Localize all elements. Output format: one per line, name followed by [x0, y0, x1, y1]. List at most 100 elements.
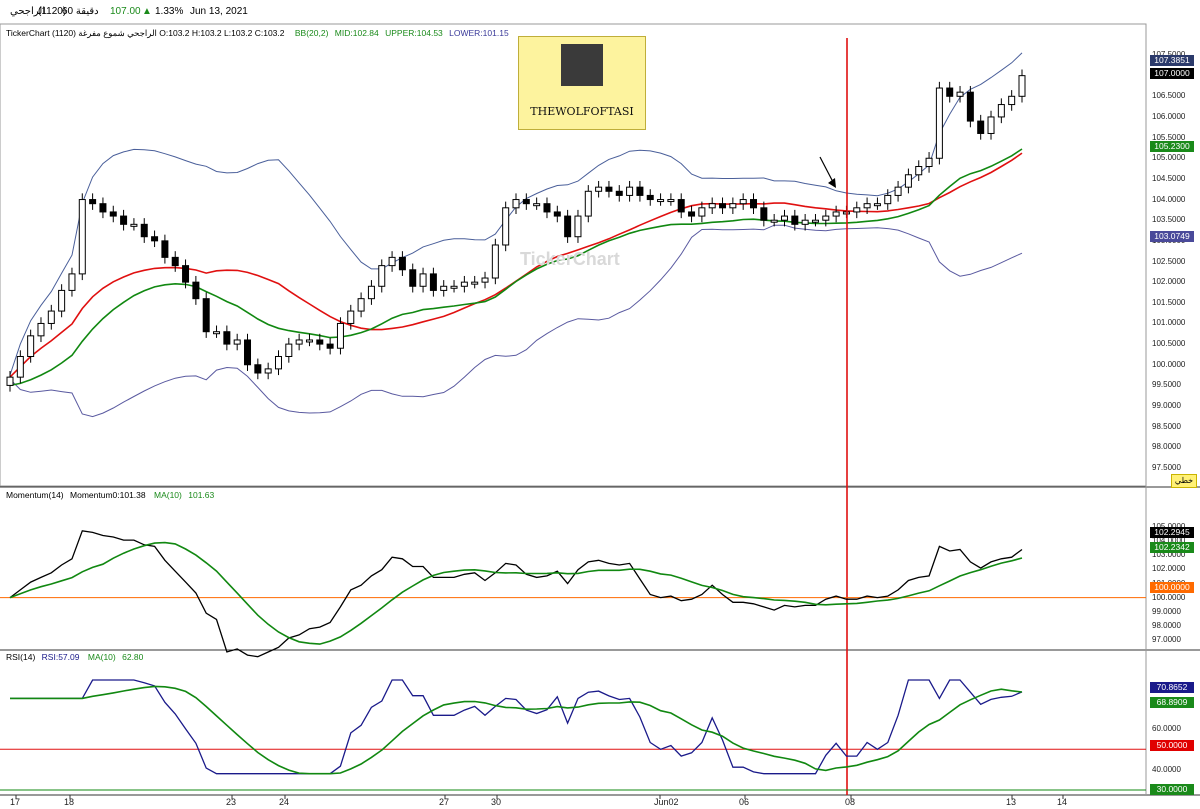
time-axis-label: 08 — [845, 797, 856, 807]
candle-body — [904, 174, 912, 188]
candle-body — [770, 219, 778, 223]
axis-tick-label: 102.0000 — [1152, 564, 1186, 574]
time-axis-label: 17 — [10, 797, 21, 807]
candle-body — [822, 215, 830, 221]
time-axis-label: Jun02 — [654, 797, 679, 807]
momentum-ma-value: 101.63 — [188, 490, 215, 500]
mid-band-tag: 105.2300 — [1150, 141, 1194, 152]
top-bar: Jun 13, 2021 1.33% ▲ 107.00 60 دقيقة (11… — [0, 0, 1200, 24]
candle-body — [595, 186, 603, 192]
candle-body — [884, 194, 892, 205]
axis-tick-label: 103.5000 — [1152, 215, 1186, 225]
candle-body — [719, 203, 727, 209]
lower-band-line — [9, 224, 1023, 418]
candle-body — [564, 215, 572, 238]
momentum-info: Momentum(14) Momentum0:101.38 MA(10) 101… — [6, 490, 214, 500]
line-chart-button[interactable]: خطي — [1171, 474, 1197, 488]
candle-body — [398, 256, 406, 271]
candle-body — [1008, 95, 1016, 106]
candle-body — [657, 199, 665, 203]
candle-body — [47, 310, 55, 324]
app-title: TickerChart — [6, 28, 50, 38]
candle-body — [254, 364, 262, 374]
candle-body — [316, 339, 324, 345]
candle-body — [977, 120, 985, 134]
candle-body — [677, 199, 685, 213]
candle-body — [409, 269, 417, 287]
candle-body — [688, 211, 696, 217]
rsi-ma-tag: 68.8909 — [1150, 697, 1194, 708]
axis-tick-label: 99.0000 — [1152, 401, 1181, 411]
candle-body — [791, 215, 799, 225]
candle-body — [481, 277, 489, 283]
momentum-line — [9, 530, 1023, 658]
axis-tick-label: 99.5000 — [1152, 380, 1181, 390]
date-text: Jun 13, 2021 — [190, 6, 248, 17]
momentum-tag: 102.2945 — [1150, 527, 1194, 538]
candle-body — [295, 339, 303, 345]
candle-body — [202, 298, 210, 333]
axis-tick-label: 100.5000 — [1152, 339, 1186, 349]
axis-tick-label: 98.5000 — [1152, 421, 1181, 431]
axis-tick-label: 106.5000 — [1152, 91, 1186, 101]
candle-body — [460, 281, 468, 287]
time-axis-label: 06 — [739, 797, 750, 807]
candle-body — [750, 199, 758, 209]
interval-text: 60 دقيقة — [62, 6, 99, 17]
rsi-fifty-tag: 50.0000 — [1150, 740, 1194, 751]
axis-tick-label: 101.0000 — [1152, 318, 1186, 328]
candle-body — [615, 190, 623, 196]
axis-tick-label: 99.0000 — [1152, 606, 1181, 616]
candle-body — [832, 211, 840, 217]
candle-body — [935, 87, 943, 159]
rsi-info: RSI(14) RSI:57.09 MA(10) 62.80 — [6, 652, 143, 662]
axis-tick-label: 102.0000 — [1152, 277, 1186, 287]
change-percent: 1.33% — [155, 6, 184, 17]
candle-body — [347, 310, 355, 324]
candle-body — [708, 203, 716, 209]
candle-body — [739, 199, 747, 205]
candle-body — [244, 339, 252, 366]
axis-tick-label: 101.5000 — [1152, 297, 1186, 307]
axis-tick-label: 102.5000 — [1152, 256, 1186, 266]
candle-body — [140, 223, 148, 238]
last-price: 107.00 — [110, 6, 141, 17]
candle-body — [801, 219, 809, 225]
candle-body — [440, 285, 448, 291]
momentum-label: Momentum(14) — [6, 490, 64, 500]
bb-lower: LOWER:101.15 — [449, 28, 509, 38]
candle-body — [305, 339, 313, 343]
candle-body — [997, 104, 1005, 118]
candle-body — [27, 335, 35, 357]
time-axis-label: 27 — [439, 797, 450, 807]
up-arrow-icon: ▲ — [142, 6, 152, 17]
momentum-ref-tag: 100.0000 — [1150, 582, 1194, 593]
candle-body — [89, 199, 97, 205]
candle-body — [543, 203, 551, 213]
candle-body — [863, 203, 871, 209]
candle-body — [853, 207, 861, 213]
axis-tick-label: 98.0000 — [1152, 620, 1181, 630]
candle-body — [667, 199, 675, 203]
candle-body — [213, 331, 221, 335]
candle-body — [471, 281, 479, 285]
axis-tick-label: 105.5000 — [1152, 132, 1186, 142]
logo-text: THEWOLFOFTASI — [530, 105, 634, 118]
rsi-tag: 70.8652 — [1150, 682, 1194, 693]
candle-body — [326, 343, 334, 349]
candle-body — [987, 116, 995, 134]
candle-body — [378, 265, 386, 287]
candle-body — [605, 186, 613, 192]
rsi-ma-value: 62.80 — [122, 652, 144, 662]
candle-body — [161, 240, 169, 258]
candle-body — [729, 203, 737, 209]
rsi-line — [10, 679, 1023, 775]
candle-body — [388, 256, 396, 267]
axis-tick-label: 98.0000 — [1152, 442, 1181, 452]
rsi-value: RSI:57.09 — [41, 652, 80, 662]
candle-body — [264, 368, 272, 374]
candle-body — [956, 91, 964, 97]
candle-body — [760, 207, 768, 221]
candle-body — [574, 215, 582, 238]
